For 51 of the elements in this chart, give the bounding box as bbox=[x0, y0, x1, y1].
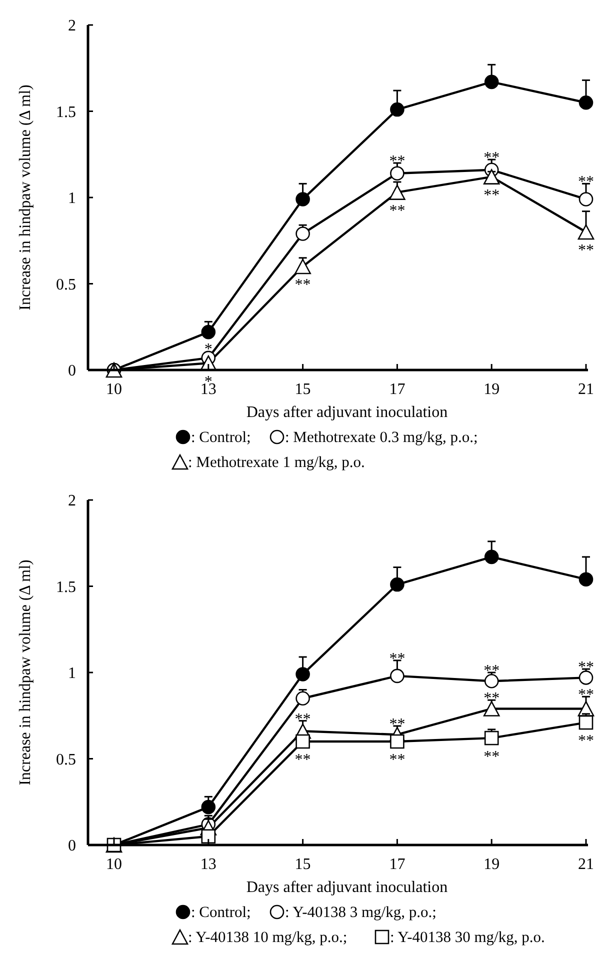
annotation: ** bbox=[484, 662, 500, 680]
annotation: ** bbox=[389, 650, 406, 668]
x-tick-label: 10 bbox=[106, 856, 122, 873]
x-tick-label: 19 bbox=[484, 381, 500, 398]
legend-label: : Y-40138 30 mg/kg, p.o. bbox=[390, 929, 545, 946]
annotation: ** bbox=[484, 690, 500, 708]
legend-label: : Control; bbox=[191, 429, 251, 446]
y-axis-title: Increase in hindpaw volume (Δ ml) bbox=[17, 560, 34, 786]
annotation: ** bbox=[294, 752, 311, 769]
annotation: ** bbox=[484, 187, 500, 204]
x-tick-label: 13 bbox=[200, 856, 216, 873]
y-tick-label: 1.5 bbox=[56, 578, 76, 596]
y-axis-title: Increase in hindpaw volume (Δ ml) bbox=[17, 84, 34, 310]
annotation: ** bbox=[578, 659, 594, 676]
y-tick-label: 1 bbox=[68, 665, 76, 682]
x-tick-label: 19 bbox=[484, 856, 500, 873]
x-tick-label: 17 bbox=[389, 381, 406, 398]
y-tick-label: 2 bbox=[68, 18, 76, 35]
legend-label: : Methotrexate 0.3 mg/kg, p.o.; bbox=[285, 429, 478, 446]
annotation: ** bbox=[578, 174, 594, 191]
y-tick-label: 2 bbox=[68, 492, 76, 510]
legend-label: : Control; bbox=[191, 904, 251, 921]
y-tick-label: 0 bbox=[68, 362, 76, 380]
annotation: ** bbox=[294, 276, 311, 294]
annotation: ** bbox=[389, 202, 406, 220]
x-tick-label: 21 bbox=[578, 381, 594, 398]
annotation: ** bbox=[578, 732, 594, 750]
x-tick-label: 21 bbox=[578, 856, 594, 873]
y-tick-label: 0.5 bbox=[56, 751, 76, 768]
x-tick-label: 17 bbox=[389, 856, 406, 873]
annotation: ** bbox=[389, 153, 406, 170]
legend-label: : Methotrexate 1 mg/kg, p.o. bbox=[188, 454, 365, 471]
annotation: ** bbox=[389, 752, 406, 769]
y-tick-label: 1.5 bbox=[56, 104, 76, 121]
annotation: ** bbox=[578, 242, 594, 260]
x-tick-label: 15 bbox=[294, 381, 311, 398]
annotation: ** bbox=[484, 748, 500, 766]
annotation: * bbox=[204, 340, 212, 358]
x-tick-label: 15 bbox=[294, 856, 311, 873]
y-tick-label: 0.5 bbox=[56, 276, 76, 294]
x-axis-title: Days after adjuvant inoculation bbox=[246, 879, 448, 896]
annotation: ** bbox=[578, 686, 594, 704]
annotation: ** bbox=[484, 150, 500, 167]
legend-label: : Y-40138 10 mg/kg, p.o.; bbox=[188, 929, 348, 946]
annotation: ** bbox=[389, 716, 406, 733]
y-tick-label: 1 bbox=[68, 190, 76, 208]
y-tick-label: 0 bbox=[68, 838, 76, 855]
x-axis-title: Days after adjuvant inoculation bbox=[246, 404, 448, 421]
annotation: ** bbox=[294, 710, 311, 728]
legend-label: : Y-40138 3 mg/kg, p.o.; bbox=[285, 904, 436, 921]
x-tick-label: 10 bbox=[106, 381, 122, 398]
